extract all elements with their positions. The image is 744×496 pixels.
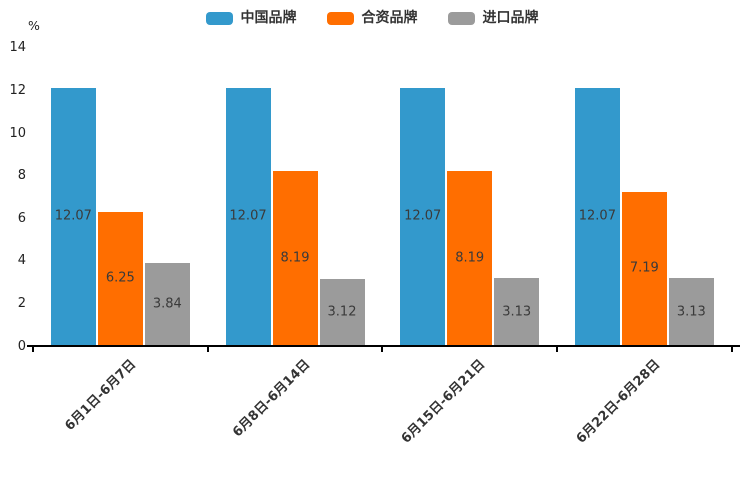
bar-value-label: 12.07 [578,208,616,224]
x-axis-label-anchor: 6月1日-6月7日 [35,353,139,434]
x-axis-label-anchor: 6月8日-6月14日 [200,353,313,440]
x-axis-label: 6月1日-6月7日 [62,357,139,434]
x-axis-label: 6月22日-6月28日 [573,357,663,447]
y-axis-unit-label: % [28,18,40,33]
axis-tick-icon [32,347,34,352]
x-axis-label-anchor: 6月15日-6月21日 [366,353,489,447]
y-axis-label: 14 [9,40,26,56]
bar [272,170,318,345]
legend-item: 进口品牌 [447,10,539,26]
bar-value-label: 3.13 [502,304,532,320]
chart-legend: 中国品牌 合资品牌 进口品牌 [0,8,744,28]
bar-value-label: 12.07 [54,208,92,224]
bar-value-label: 12.07 [404,208,442,224]
bar-value-label: 8.19 [280,250,310,266]
bar [319,278,365,345]
axis-tick-icon [206,347,209,352]
y-axis-label: 6 [17,210,26,226]
bar [447,170,493,345]
y-axis-label: 12 [9,82,26,98]
legend-swatch-3-icon [447,11,475,25]
bar [97,211,143,345]
bar [144,263,190,345]
axis-tick-icon [556,347,559,352]
axis-tick-icon [381,347,384,352]
bar-value-label: 6.25 [105,270,135,286]
legend-item: 合资品牌 [326,10,418,26]
bar [225,87,271,345]
bar-value-label: 3.84 [152,296,182,312]
y-axis-label: 8 [17,168,26,184]
bar-value-label: 8.19 [455,250,485,266]
y-axis-label: 0 [17,338,26,354]
bar [668,278,714,345]
legend-swatch-1-icon [205,11,233,25]
x-axis-label-anchor: 6月22日-6月28日 [541,353,663,447]
y-axis-label: 4 [17,253,26,269]
bar-value-label: 3.12 [327,304,357,320]
legend-label: 合资品牌 [361,10,418,26]
y-axis-label: 2 [17,295,26,311]
bar [494,278,540,345]
bar [621,191,667,345]
axis-tick-icon [730,347,733,352]
bar [574,87,620,345]
bar-value-label: 7.19 [629,260,659,276]
x-axis-line [27,345,740,347]
y-axis-label: 10 [9,125,26,141]
legend-label: 进口品牌 [482,10,539,26]
x-axis-label: 6月8日-6月14日 [230,357,314,441]
legend-label: 中国品牌 [240,10,297,26]
bar [400,87,446,345]
legend-swatch-2-icon [326,11,354,25]
x-axis-label: 6月15日-6月21日 [398,357,489,447]
bar-value-label: 3.13 [676,304,706,320]
legend-item: 中国品牌 [205,10,297,26]
bar-value-label: 12.07 [229,208,267,224]
bar [50,87,96,345]
